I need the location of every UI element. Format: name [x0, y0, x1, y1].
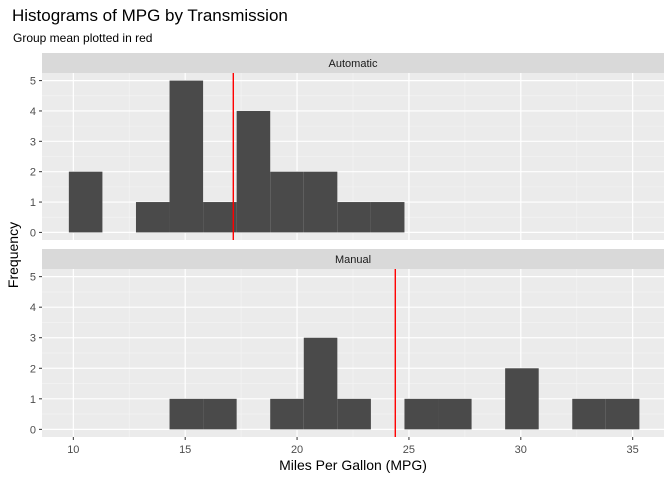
x-tick-label: 25: [403, 444, 415, 456]
histogram-bar: [203, 202, 237, 233]
panel-automatic: Automatic 0 1 2 3 4 5: [30, 53, 664, 240]
x-axis: 10 15 20 25 30 35: [67, 437, 639, 456]
facet-strip: [42, 249, 664, 269]
facet-strip-label: Automatic: [329, 58, 378, 70]
histogram-bar: [135, 202, 170, 233]
histogram-bar: [270, 398, 304, 430]
histogram-bar: [68, 171, 103, 233]
histogram-bar: [236, 110, 271, 233]
x-tick-label: 20: [291, 444, 303, 456]
y-tick-label: 5: [30, 272, 36, 284]
y-tick-label: 3: [30, 333, 36, 345]
x-tick-label: 30: [515, 444, 527, 456]
histogram-bar: [505, 368, 539, 430]
histogram-bar: [303, 337, 338, 430]
chart-title: Histograms of MPG by Transmission: [12, 6, 288, 25]
histogram-bar: [169, 80, 204, 233]
histogram-bar: [438, 398, 472, 430]
histogram-bar: [370, 202, 405, 233]
y-tick-label: 1: [30, 197, 36, 209]
histogram-bar: [572, 398, 606, 430]
y-tick-label: 5: [30, 76, 36, 88]
y-tick-label: 0: [30, 424, 36, 436]
y-tick-label: 3: [30, 136, 36, 148]
histogram-bar: [337, 398, 371, 430]
histogram-bar: [203, 398, 237, 430]
x-tick-label: 10: [67, 444, 79, 456]
y-axis-label: Frequency: [5, 222, 21, 288]
facet-panels: Automatic 0 1 2 3 4 5 Manual 0 1 2 3 4 5: [30, 53, 664, 437]
panel-manual: Manual 0 1 2 3 4 5: [30, 249, 664, 437]
y-tick-label: 1: [30, 394, 36, 406]
y-tick-label: 0: [30, 227, 36, 239]
histogram-bar: [303, 171, 338, 233]
x-tick-label: 35: [627, 444, 639, 456]
histogram-bar: [337, 202, 371, 233]
histogram-bar: [169, 398, 204, 430]
y-tick-label: 2: [30, 363, 36, 375]
histogram-bar: [404, 398, 439, 430]
chart-subtitle: Group mean plotted in red: [13, 31, 152, 45]
histogram-bar: [270, 171, 304, 233]
y-tick-label: 2: [30, 167, 36, 179]
histogram-bar: [605, 398, 640, 430]
y-tick-label: 4: [30, 106, 36, 118]
x-axis-label: Miles Per Gallon (MPG): [279, 457, 427, 473]
y-tick-label: 4: [30, 302, 36, 314]
x-tick-label: 15: [179, 444, 191, 456]
facet-strip: [42, 53, 664, 73]
facet-strip-label: Manual: [335, 254, 371, 266]
